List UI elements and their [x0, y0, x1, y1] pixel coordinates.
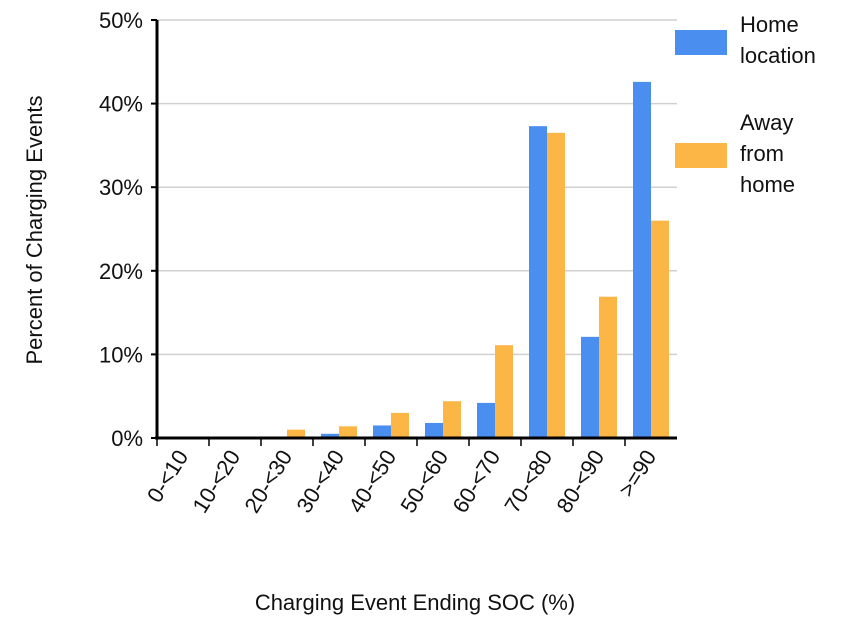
bar [425, 422, 443, 438]
y-tick-label: 40% [99, 92, 143, 117]
bar [339, 426, 357, 438]
bar [599, 296, 617, 438]
legend-label: Away from home [740, 110, 800, 197]
x-axis-label: Charging Event Ending SOC (%) [255, 590, 575, 615]
bar [373, 425, 391, 438]
bar [477, 402, 495, 438]
bar [287, 429, 305, 438]
bar [581, 336, 599, 438]
y-tick-label: 10% [99, 342, 143, 367]
legend-swatch [675, 30, 727, 55]
x-tick-label: 70-<80 [499, 445, 557, 517]
bar [529, 126, 547, 438]
x-tick-label: 10-<20 [187, 445, 245, 517]
x-tick-label: 30-<40 [291, 445, 349, 517]
y-axis-label: Percent of Charging Events [22, 95, 47, 364]
legend-label: Home location [740, 12, 816, 68]
bar [495, 345, 513, 438]
y-tick-label: 0% [111, 426, 143, 451]
bar [633, 81, 651, 438]
bar [321, 433, 339, 438]
bar [547, 132, 565, 439]
bar [651, 220, 669, 438]
legend-swatch [675, 143, 727, 168]
x-tick-label: 20-<30 [239, 445, 297, 517]
x-tick-label: 40-<50 [343, 445, 401, 517]
x-tick-label: >=90 [613, 445, 661, 501]
x-tick-label: 0-<10 [142, 445, 193, 506]
y-tick-label: 20% [99, 259, 143, 284]
y-tick-label: 30% [99, 175, 143, 200]
y-tick-label: 50% [99, 8, 143, 33]
x-tick-label: 50-<60 [395, 445, 453, 517]
bar [391, 412, 409, 438]
x-tick-label: 60-<70 [447, 445, 505, 517]
x-tick-label: 80-<90 [551, 445, 609, 517]
bar [443, 401, 461, 438]
